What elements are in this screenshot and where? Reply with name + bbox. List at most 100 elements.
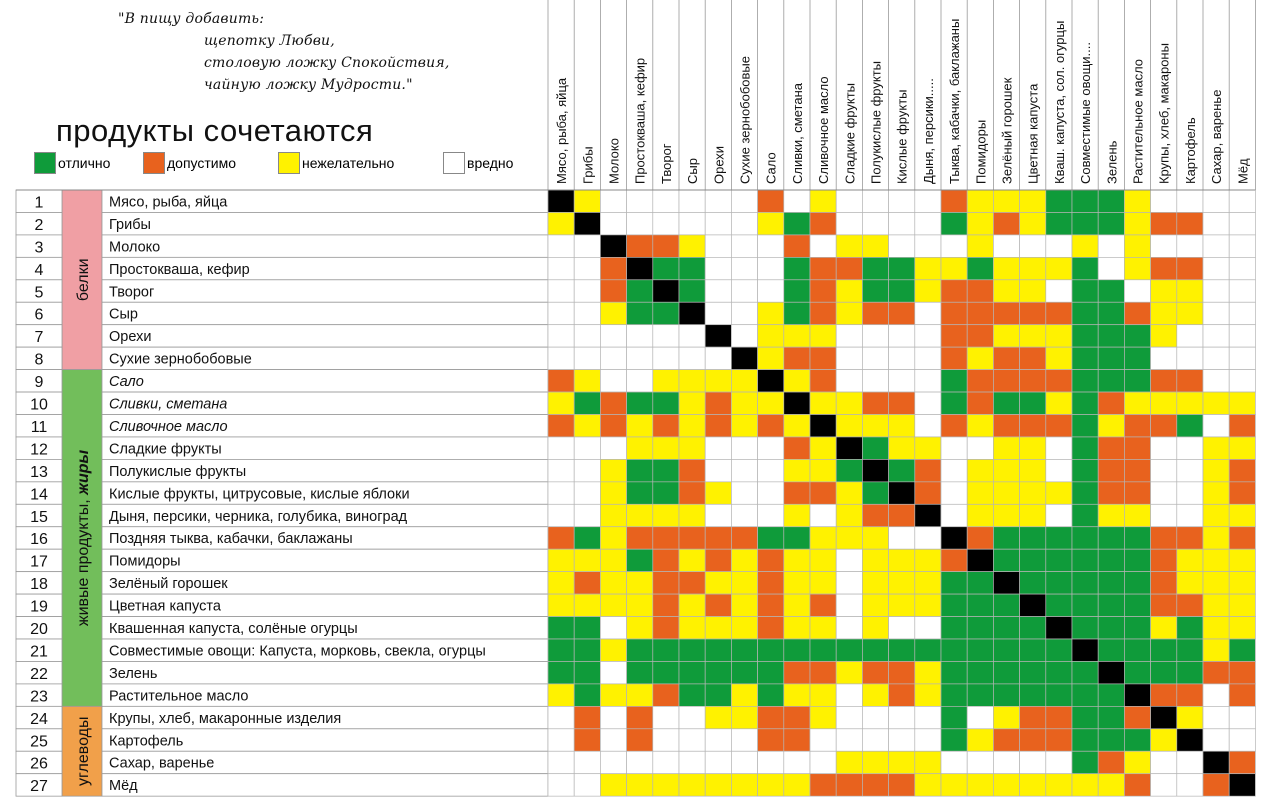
matrix-cell [573, 638, 601, 662]
matrix-cell [678, 571, 706, 595]
matrix-cell [1045, 683, 1073, 707]
matrix-cell [1124, 526, 1151, 550]
matrix-cell [835, 773, 863, 797]
matrix-cell [1228, 683, 1256, 707]
matrix-cell [1228, 593, 1256, 617]
matrix-cell [888, 391, 916, 415]
matrix-cell [547, 705, 575, 730]
matrix-cell [993, 346, 1020, 370]
matrix-cell [1019, 279, 1047, 303]
matrix-cell [600, 391, 627, 415]
matrix-cell [1019, 414, 1047, 438]
matrix-cell [993, 773, 1020, 797]
matrix-cell [1097, 750, 1125, 775]
matrix-cell [1150, 638, 1178, 662]
matrix-cell [783, 414, 811, 438]
matrix-cell [1176, 257, 1204, 281]
matrix-cell [888, 526, 916, 550]
matrix-cell [547, 301, 575, 326]
matrix-cell [835, 212, 863, 236]
matrix-cell [757, 436, 785, 460]
matrix-cell [809, 257, 837, 281]
matrix-cell [600, 503, 627, 528]
matrix-cell [1176, 638, 1204, 662]
legend-label-excellent: отлично [58, 155, 111, 171]
matrix-cell [1202, 705, 1230, 730]
matrix-cell [1228, 526, 1256, 550]
matrix-cell [573, 593, 601, 617]
row-label: Грибы [109, 217, 151, 233]
matrix-cell [731, 705, 758, 730]
matrix-cell [888, 369, 916, 393]
matrix-cell [678, 750, 706, 775]
matrix-cell [1150, 301, 1178, 326]
matrix-cell [1228, 436, 1256, 460]
matrix-cell [1097, 324, 1125, 348]
matrix-cell [1019, 728, 1047, 752]
matrix-cell [600, 212, 627, 236]
matrix-cell [1176, 481, 1204, 505]
matrix-cell [914, 750, 942, 775]
row-label-cell [101, 773, 549, 797]
matrix-cell [704, 705, 732, 730]
matrix-cell [1176, 369, 1204, 393]
row-number: 11 [31, 419, 48, 436]
matrix-cell [757, 705, 785, 730]
matrix-cell [1150, 369, 1178, 393]
matrix-cell [862, 279, 889, 303]
matrix-cell [1228, 324, 1256, 348]
matrix-cell [1071, 301, 1099, 326]
matrix-cell [600, 234, 627, 258]
matrix-cell [1176, 728, 1204, 752]
matrix-cell [678, 616, 706, 640]
matrix-cell [1150, 234, 1178, 258]
matrix-cell [914, 257, 942, 281]
matrix-cell [1124, 436, 1151, 460]
matrix-cell [888, 616, 916, 640]
matrix-cell [1228, 369, 1256, 393]
matrix-cell [1124, 638, 1151, 662]
matrix-cell [626, 234, 654, 258]
row-number: 21 [30, 643, 48, 660]
matrix-cell [966, 346, 994, 370]
matrix-cell [547, 324, 575, 348]
matrix-cell [704, 728, 732, 752]
column-header: Полукислые фрукты [869, 61, 884, 184]
matrix-cell [1228, 661, 1256, 685]
matrix-cell [1228, 750, 1256, 775]
matrix-cell [1202, 436, 1230, 460]
column-header: Крупы, хлеб, макароны [1157, 43, 1172, 184]
matrix-cell [966, 773, 994, 797]
matrix-cell [547, 414, 575, 438]
row-label-cell [101, 279, 549, 303]
matrix-cell [993, 189, 1020, 213]
matrix-cell [626, 705, 654, 730]
matrix-cell [547, 593, 575, 617]
matrix-cell [966, 638, 994, 662]
matrix-cell [993, 459, 1020, 483]
matrix-cell [914, 503, 942, 528]
matrix-cell [731, 279, 758, 303]
matrix-cell [966, 481, 994, 505]
matrix-cell [1202, 212, 1230, 236]
matrix-cell [783, 593, 811, 617]
matrix-cell [1097, 503, 1125, 528]
matrix-cell [757, 279, 785, 303]
matrix-cell [600, 436, 627, 460]
matrix-cell [835, 369, 863, 393]
matrix-cell [547, 773, 575, 797]
matrix-cell [1202, 773, 1230, 797]
matrix-cell [1150, 705, 1178, 730]
matrix-cell [1045, 346, 1073, 370]
matrix-cell [626, 189, 654, 213]
matrix-cell [783, 750, 811, 775]
matrix-cell [1124, 705, 1151, 730]
matrix-cell [547, 189, 575, 213]
matrix-cell [731, 593, 758, 617]
matrix-cell [731, 436, 758, 460]
matrix-cell [862, 346, 889, 370]
matrix-cell [783, 369, 811, 393]
matrix-cell [600, 301, 627, 326]
matrix-cell [678, 301, 706, 326]
matrix-cell [940, 638, 968, 662]
